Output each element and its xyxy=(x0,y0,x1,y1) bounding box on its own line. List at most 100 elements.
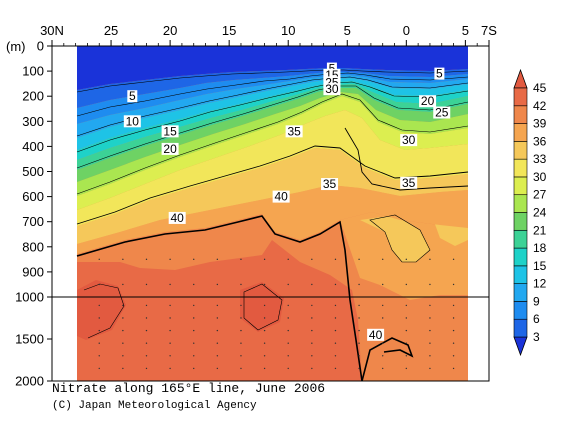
station-dot xyxy=(145,317,148,319)
x-tick-label: 15 xyxy=(222,23,236,38)
contour-line-35 xyxy=(76,145,469,225)
contour-line-38-c xyxy=(369,214,431,263)
station-dot xyxy=(429,367,431,370)
station-dot xyxy=(193,329,195,332)
contour-label-bg xyxy=(419,95,437,108)
station-dot xyxy=(98,342,100,344)
contour-line-40-east xyxy=(361,337,414,381)
field-band-3 xyxy=(77,46,468,90)
y-tick-label: 200 xyxy=(22,89,44,104)
station-dot xyxy=(334,355,337,357)
station-dot xyxy=(429,355,431,357)
field-band-33 xyxy=(77,110,468,226)
colorbar-swatch xyxy=(513,105,528,124)
station-dot xyxy=(169,304,171,307)
station-dot xyxy=(193,367,195,370)
field-band-30 xyxy=(77,96,468,210)
x-tick-label: 25 xyxy=(104,23,118,38)
nitrate-field xyxy=(76,46,469,381)
station-dot xyxy=(358,342,360,344)
station-dot xyxy=(287,258,289,261)
contour-label-bg xyxy=(321,178,339,191)
contour-line-30 xyxy=(76,93,469,195)
x-tick-label: 0 xyxy=(403,23,410,38)
colorbar-label: 30 xyxy=(533,170,547,184)
station-dot xyxy=(98,317,100,319)
contour-line-20 xyxy=(76,81,469,153)
station-dot xyxy=(429,258,431,261)
station-dot xyxy=(263,367,266,370)
station-dot xyxy=(311,367,313,370)
station-dot xyxy=(122,355,124,357)
station-dot xyxy=(169,317,171,319)
station-dot xyxy=(287,367,289,370)
station-dot xyxy=(287,304,289,307)
colorbar-swatch xyxy=(513,265,528,284)
y-tick-label: 500 xyxy=(22,164,44,179)
station-dot xyxy=(452,342,455,344)
station-dot xyxy=(216,317,219,319)
station-dot xyxy=(287,342,289,344)
colorbar-swatch xyxy=(513,123,528,142)
contour-lines xyxy=(76,69,469,381)
station-dot xyxy=(216,258,219,261)
colorbar-swatch xyxy=(513,212,528,231)
station-dot xyxy=(240,342,242,344)
station-dot xyxy=(216,304,219,307)
station-dot xyxy=(193,304,195,307)
contour-label: 5 xyxy=(329,62,336,76)
contour-label-bg xyxy=(400,176,418,189)
chart-credit: (C) Japan Meteorological Agency xyxy=(52,400,257,412)
contour-label-bg xyxy=(323,83,341,96)
station-dot xyxy=(287,355,289,357)
field-band-15 xyxy=(77,78,468,150)
station-dot xyxy=(405,283,408,286)
station-dot xyxy=(382,283,384,286)
y-tick-label: 2000 xyxy=(15,374,44,389)
station-dot xyxy=(216,355,219,357)
station-dot xyxy=(145,283,148,286)
station-dot xyxy=(358,329,360,332)
station-dot xyxy=(334,304,337,307)
contour-label: 40 xyxy=(274,190,288,204)
station-dot xyxy=(311,258,313,261)
contour-line-15 xyxy=(76,76,469,137)
station-dot xyxy=(452,258,455,261)
station-dot xyxy=(358,283,360,286)
station-dot xyxy=(240,304,242,307)
station-dot xyxy=(240,355,242,357)
contour-line-38-b xyxy=(243,283,283,331)
contour-label: 20 xyxy=(163,142,177,156)
station-dot xyxy=(169,283,171,286)
station-dot xyxy=(216,367,219,370)
station-dot xyxy=(311,317,313,319)
station-dot xyxy=(122,342,124,344)
contour-label-bg xyxy=(326,62,337,75)
colorbar-low-arrow xyxy=(513,336,528,357)
colorbar-swatch xyxy=(513,247,528,267)
station-dot xyxy=(405,329,408,332)
contour-label: 30 xyxy=(325,82,339,96)
contour-label-bg xyxy=(161,125,179,138)
station-dot xyxy=(216,283,219,286)
x-tick-label: 7S xyxy=(481,23,497,38)
station-dot xyxy=(145,329,148,332)
colorbar-swatch xyxy=(513,318,528,338)
colorbar-label: 39 xyxy=(533,117,547,131)
station-dot xyxy=(452,329,455,332)
station-dot xyxy=(429,329,431,332)
contour-label: 35 xyxy=(287,124,301,138)
station-dot xyxy=(334,342,337,344)
station-dot xyxy=(145,258,148,261)
station-dot xyxy=(193,283,195,286)
y-tick-label: 0 xyxy=(37,39,44,54)
colorbar-swatch xyxy=(513,176,528,196)
contour-line-25 xyxy=(76,85,469,169)
station-dot xyxy=(122,317,124,319)
station-dot xyxy=(263,342,266,344)
contour-label: 15 xyxy=(163,124,177,138)
field-band-6 xyxy=(77,68,468,108)
station-dot xyxy=(122,329,124,332)
field-patch-42-b xyxy=(240,282,284,332)
field-band-36-east xyxy=(360,215,430,262)
